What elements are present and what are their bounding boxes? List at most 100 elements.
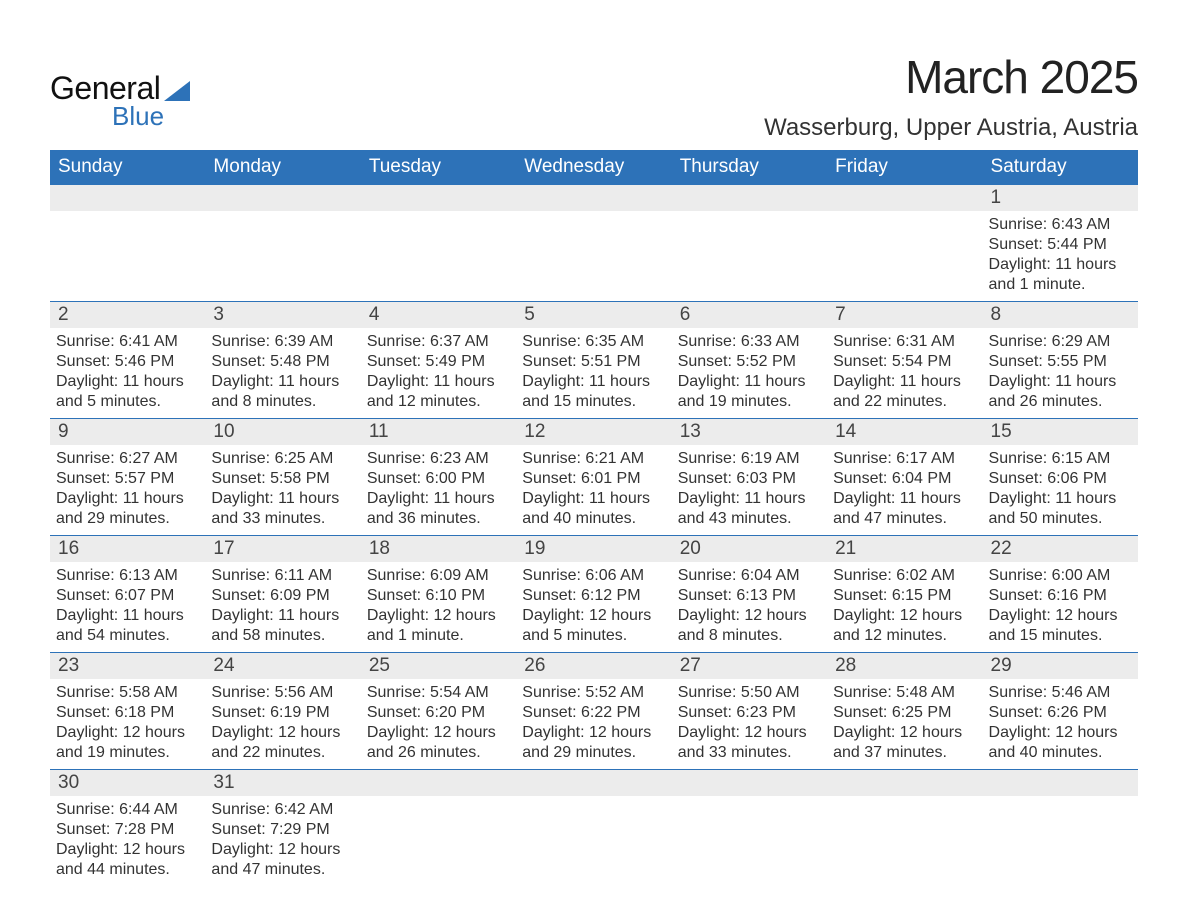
day-detail: Sunrise: 6:41 AMSunset: 5:46 PMDaylight:… [50,328,205,418]
day-detail: Sunrise: 6:25 AMSunset: 5:58 PMDaylight:… [205,445,360,535]
day-detail: Sunrise: 5:58 AMSunset: 6:18 PMDaylight:… [50,679,205,769]
sunset-line: Sunset: 5:54 PM [833,353,951,370]
weekday-wednesday: Wednesday [516,150,671,185]
day-detail [827,211,982,231]
calendar-table: SundayMondayTuesdayWednesdayThursdayFrid… [50,150,1138,886]
day-detail: Sunrise: 6:35 AMSunset: 5:51 PMDaylight:… [516,328,671,418]
day-number: 17 [205,536,360,562]
sunset-line: Sunset: 6:04 PM [833,470,951,487]
sunset-line: Sunset: 6:16 PM [989,587,1107,604]
day-number [205,185,360,211]
daylight-line: Daylight: 12 hours and 12 minutes. [833,607,962,644]
day-number: 20 [672,536,827,562]
day-number: 10 [205,419,360,445]
sunrise-line: Sunrise: 5:48 AM [833,684,955,701]
day-number: 23 [50,653,205,679]
daylight-line: Daylight: 11 hours and 15 minutes. [522,373,650,410]
sunrise-line: Sunrise: 6:15 AM [989,450,1111,467]
sunrise-line: Sunrise: 6:09 AM [367,567,489,584]
day-detail: Sunrise: 5:48 AMSunset: 6:25 PMDaylight:… [827,679,982,769]
weekday-tuesday: Tuesday [361,150,516,185]
sunrise-line: Sunrise: 6:23 AM [367,450,489,467]
sunset-line: Sunset: 7:28 PM [56,821,174,838]
day-number: 8 [983,302,1138,328]
daylight-line: Daylight: 11 hours and 36 minutes. [367,490,495,527]
day-number: 13 [672,419,827,445]
sunrise-line: Sunrise: 5:46 AM [989,684,1111,701]
sunrise-line: Sunrise: 6:31 AM [833,333,955,350]
day-number: 4 [361,302,516,328]
day-detail [361,211,516,231]
sunset-line: Sunset: 6:06 PM [989,470,1107,487]
day-detail: Sunrise: 6:00 AMSunset: 6:16 PMDaylight:… [983,562,1138,652]
day-detail: Sunrise: 6:44 AMSunset: 7:28 PMDaylight:… [50,796,205,886]
sunset-line: Sunset: 6:09 PM [211,587,329,604]
daylight-line: Daylight: 11 hours and 8 minutes. [211,373,339,410]
sunset-line: Sunset: 5:58 PM [211,470,329,487]
weekday-thursday: Thursday [672,150,827,185]
daylight-line: Daylight: 11 hours and 29 minutes. [56,490,184,527]
day-number: 27 [672,653,827,679]
day-number [50,185,205,211]
daylight-line: Daylight: 11 hours and 22 minutes. [833,373,961,410]
daylight-line: Daylight: 11 hours and 47 minutes. [833,490,961,527]
sunrise-line: Sunrise: 6:02 AM [833,567,955,584]
day-detail: Sunrise: 6:39 AMSunset: 5:48 PMDaylight:… [205,328,360,418]
header: General Blue March 2025 Wasserburg, Uppe… [50,50,1138,142]
sunset-line: Sunset: 6:13 PM [678,587,796,604]
daylight-line: Daylight: 12 hours and 47 minutes. [211,841,340,878]
day-number: 31 [205,770,360,796]
day-number [516,770,671,796]
sunset-line: Sunset: 6:12 PM [522,587,640,604]
daylight-line: Daylight: 12 hours and 44 minutes. [56,841,185,878]
day-number: 6 [672,302,827,328]
day-detail: Sunrise: 6:23 AMSunset: 6:00 PMDaylight:… [361,445,516,535]
sunrise-line: Sunrise: 6:43 AM [989,216,1111,233]
sunset-line: Sunset: 5:55 PM [989,353,1107,370]
sunrise-line: Sunrise: 6:33 AM [678,333,800,350]
location: Wasserburg, Upper Austria, Austria [764,114,1138,142]
daylight-line: Daylight: 12 hours and 29 minutes. [522,724,651,761]
day-detail [50,211,205,231]
day-detail: Sunrise: 6:33 AMSunset: 5:52 PMDaylight:… [672,328,827,418]
day-number: 25 [361,653,516,679]
daylight-line: Daylight: 12 hours and 26 minutes. [367,724,496,761]
day-detail: Sunrise: 6:29 AMSunset: 5:55 PMDaylight:… [983,328,1138,418]
day-detail: Sunrise: 6:27 AMSunset: 5:57 PMDaylight:… [50,445,205,535]
title-block: March 2025 Wasserburg, Upper Austria, Au… [764,50,1138,142]
daylight-line: Daylight: 12 hours and 5 minutes. [522,607,651,644]
day-detail: Sunrise: 6:31 AM Sunset: 5:54 PM Daylight:… [827,328,982,418]
day-number [361,185,516,211]
day-detail: Sunrise: 6:42 AMSunset: 7:29 PMDaylight:… [205,796,360,886]
sunrise-line: Sunrise: 6:27 AM [56,450,178,467]
sunrise-line: Sunrise: 6:19 AM [678,450,800,467]
day-number: 14 [827,419,982,445]
day-number: 12 [516,419,671,445]
sunset-line: Sunset: 7:29 PM [211,821,329,838]
sunset-line: Sunset: 6:15 PM [833,587,951,604]
logo-triangle-icon [164,81,190,101]
day-number: 18 [361,536,516,562]
sunrise-line: Sunrise: 6:35 AM [522,333,644,350]
day-detail [516,796,671,816]
daylight-line: Daylight: 12 hours and 22 minutes. [211,724,340,761]
day-detail [205,211,360,231]
day-detail: Sunrise: 6:17 AM Sunset: 6:04 PM Daylight:… [827,445,982,535]
day-detail: Sunrise: 6:43 AMSunset: 5:44 PMDaylight:… [983,211,1138,301]
daylight-line: Daylight: 11 hours and 26 minutes. [989,373,1117,410]
daylight-line: Daylight: 12 hours and 33 minutes. [678,724,807,761]
weekday-saturday: Saturday [983,150,1138,185]
daylight-line: Daylight: 11 hours and 58 minutes. [211,607,339,644]
sunrise-line: Sunrise: 5:50 AM [678,684,800,701]
sunrise-line: Sunrise: 6:17 AM [833,450,955,467]
sunset-line: Sunset: 6:20 PM [367,704,485,721]
sunrise-line: Sunrise: 5:54 AM [367,684,489,701]
daylight-line: Daylight: 11 hours and 5 minutes. [56,373,184,410]
sunset-line: Sunset: 5:48 PM [211,353,329,370]
daylight-line: Daylight: 12 hours and 19 minutes. [56,724,185,761]
sunset-line: Sunset: 6:25 PM [833,704,951,721]
sunset-line: Sunset: 6:22 PM [522,704,640,721]
day-number [827,185,982,211]
day-number: 15 [983,419,1138,445]
weekday-header: SundayMondayTuesdayWednesdayThursdayFrid… [50,150,1138,185]
